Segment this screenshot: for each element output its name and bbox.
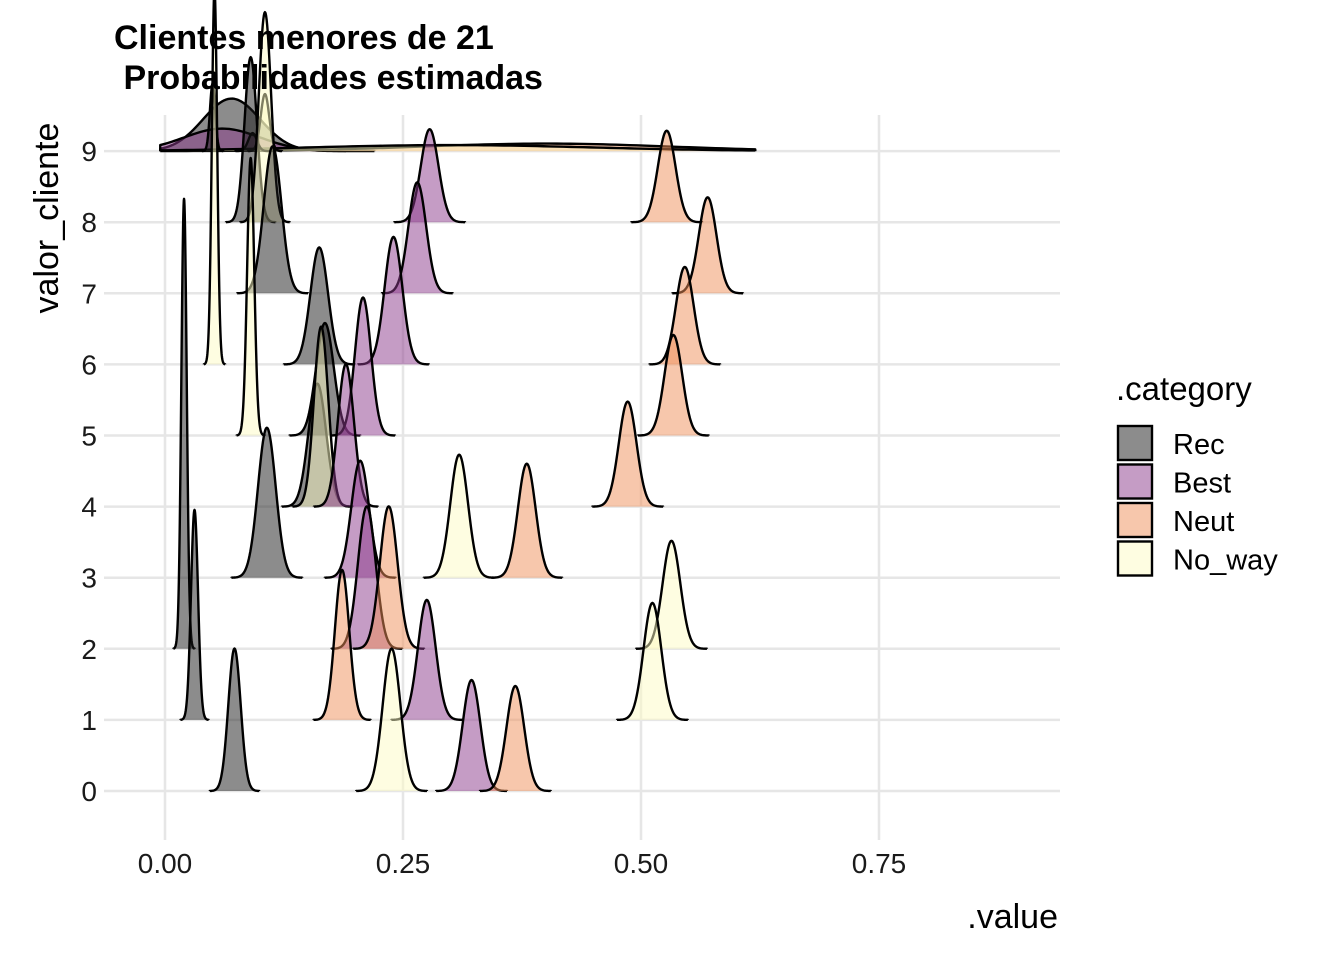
legend-key-no-way — [1116, 540, 1154, 577]
legend-key-neut — [1116, 501, 1154, 539]
legend-label: No_way — [1173, 545, 1278, 577]
ridge-neut-row-3 — [490, 462, 564, 579]
y-tick-label: 7 — [81, 278, 97, 309]
x-tick-label: 0.50 — [614, 848, 669, 879]
y-tick-label: 8 — [81, 207, 97, 238]
x-tick-label: 0.25 — [376, 848, 431, 879]
ridge-no-way-row-0 — [354, 647, 429, 793]
axis-layer: 0.00 0.25 0.50 0.75 0 1 2 3 4 5 6 7 8 9 — [81, 136, 906, 879]
chart-title-line-2: Probabilidades estimadas — [114, 59, 543, 97]
legend-label: Rec — [1173, 429, 1225, 461]
ridge-neut-row-1 — [312, 568, 372, 722]
ridge-rec-row-3 — [230, 426, 304, 579]
ridge-no-way-row-1 — [615, 601, 690, 722]
legend-key-best — [1116, 463, 1154, 500]
ridge-neut-row-8 — [630, 129, 704, 224]
ridge-rec-row-0 — [208, 647, 261, 793]
ridge-neut-row-4 — [591, 400, 665, 508]
y-axis-title: valor_cliente — [28, 123, 66, 314]
ridge-neut-row-6 — [648, 265, 722, 366]
y-tick-label: 3 — [81, 563, 97, 594]
y-tick-label: 0 — [81, 776, 97, 807]
ridge-rec-row-6 — [282, 246, 356, 366]
x-tick-label: 0.00 — [138, 848, 193, 879]
legend-title: .category — [1116, 370, 1252, 407]
legend-label: Best — [1173, 468, 1231, 500]
chart-title-line-1: Clientes menores de 21 — [114, 19, 494, 57]
y-tick-label: 6 — [81, 349, 97, 380]
y-tick-label: 4 — [81, 492, 97, 523]
ridge-no-way-row-3 — [422, 453, 496, 579]
legend: .category Rec Best Neut No_way — [1116, 370, 1278, 577]
ridge-neut-row-2 — [352, 505, 426, 650]
y-tick-label: 5 — [81, 421, 97, 452]
ridge-neut-row-5 — [636, 333, 710, 437]
ridge-no-way-row-6 — [202, 0, 227, 366]
ridge-no-way-row-5 — [235, 156, 266, 437]
ridge-rec-row-1 — [179, 508, 210, 722]
legend-label: Neut — [1173, 506, 1234, 538]
legend-key-rec — [1116, 424, 1154, 462]
y-tick-label: 9 — [81, 136, 97, 167]
y-tick-label: 2 — [81, 634, 97, 665]
ridge-layer — [159, 0, 757, 793]
y-tick-label: 1 — [81, 705, 97, 736]
x-axis-title: .value — [967, 898, 1058, 936]
x-tick-label: 0.75 — [852, 848, 907, 879]
ridge-best-row-8 — [393, 127, 467, 224]
ridge-neut-row-0 — [478, 684, 552, 793]
ridge-best-row-0 — [434, 678, 509, 793]
